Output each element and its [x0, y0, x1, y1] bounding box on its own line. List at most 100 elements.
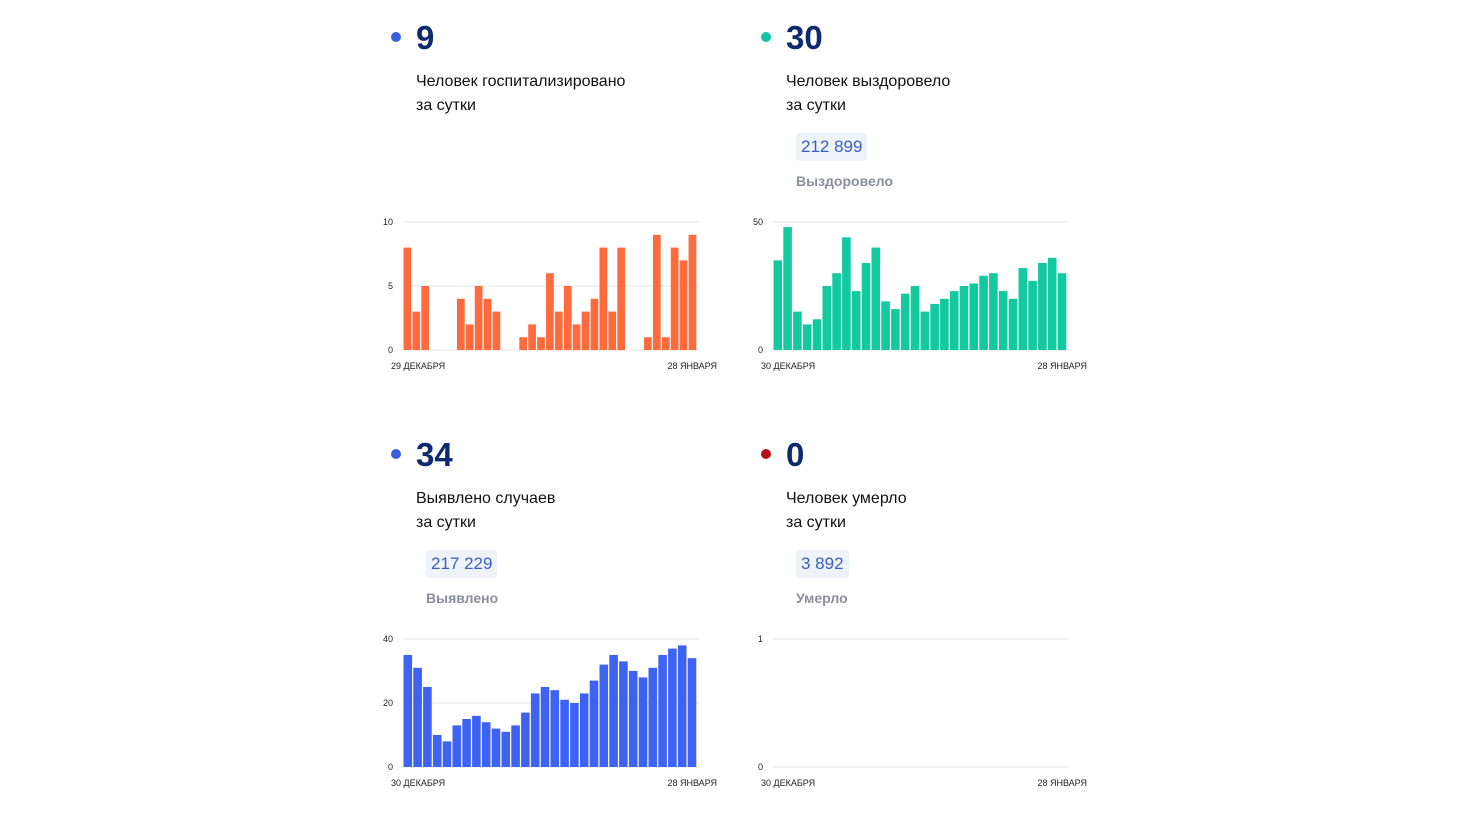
cases-total: 217 229 — [426, 550, 498, 578]
chart-bar — [1018, 268, 1028, 350]
chart-bar — [920, 311, 930, 350]
x-start-label: 30 ДЕКАБРЯ — [761, 361, 815, 371]
chart-bar — [1028, 280, 1037, 350]
chart-bar — [609, 655, 618, 767]
recovered-total-label: Выздоровело — [796, 173, 894, 189]
chart-bar — [474, 286, 483, 350]
chart-bar — [481, 722, 491, 767]
chart-bar — [452, 725, 462, 767]
chart-bar — [1008, 298, 1018, 350]
x-end-label: 28 ЯНВАРЯ — [667, 778, 717, 788]
chart-bar — [802, 324, 812, 350]
chart-bar — [822, 286, 832, 350]
y-tick-label: 0 — [388, 762, 393, 772]
chart-bar — [842, 237, 851, 350]
chart-bar — [403, 655, 413, 767]
chart-bar — [599, 664, 609, 767]
chart-bar — [501, 731, 511, 767]
cases-chart: 0 20 40 30 ДЕКАБРЯ 28 ЯНВАРЯ — [383, 634, 717, 788]
status-dot-icon — [761, 449, 771, 459]
chart-bar — [537, 337, 545, 350]
recovered-panel: 30 Человек выздоровело за сутки 212 899 … — [753, 14, 1095, 404]
cases-label: Выявлено случаев за сутки — [416, 490, 556, 531]
chart-bar — [1047, 257, 1057, 350]
hospitalized-count: 9 — [416, 19, 435, 56]
chart-bar — [687, 658, 697, 767]
hospitalized-label: Человек госпитализировано за сутки — [416, 73, 626, 114]
chart-bar — [442, 741, 452, 767]
y-tick-label: 50 — [753, 217, 763, 227]
deaths-total-label: Умерло — [796, 590, 848, 606]
chart-bar — [670, 247, 679, 350]
chart-bar — [628, 671, 638, 767]
chart-bar — [969, 283, 979, 350]
deaths-count: 0 — [786, 436, 805, 473]
y-tick-label: 0 — [758, 762, 763, 772]
chart-bar — [652, 234, 661, 350]
x-start-label: 29 ДЕКАБРЯ — [391, 361, 445, 371]
chart-bar — [465, 324, 474, 350]
chart-bar — [472, 715, 481, 767]
chart-bar — [998, 291, 1008, 350]
y-tick-label: 0 — [758, 345, 763, 355]
chart-bar — [871, 247, 881, 350]
chart-bar — [563, 286, 572, 350]
chart-bar — [679, 260, 688, 350]
chart-bar — [832, 273, 841, 350]
chart-bar — [881, 301, 890, 350]
deaths-total: 3 892 — [796, 550, 849, 578]
chart-bar — [861, 262, 871, 350]
chart-bar — [1038, 262, 1047, 350]
chart-bar — [554, 311, 563, 350]
chart-bar — [891, 309, 900, 350]
cases-total-label: Выявлено — [426, 590, 499, 606]
chart-bar — [599, 247, 608, 350]
chart-bar — [572, 324, 581, 350]
chart-bar — [590, 298, 599, 350]
chart-bar — [989, 273, 998, 350]
chart-bar — [560, 699, 569, 767]
chart-bar — [570, 703, 579, 767]
chart-bar — [658, 655, 667, 767]
chart-bar — [540, 687, 550, 767]
chart-bar — [579, 693, 589, 767]
chart-bar — [412, 311, 421, 350]
chart-bar — [462, 719, 471, 767]
x-start-label: 30 ДЕКАБРЯ — [391, 778, 445, 788]
chart-bar — [608, 311, 617, 350]
status-dot-icon — [391, 449, 401, 459]
chart-bar — [900, 293, 910, 350]
chart-bar — [528, 324, 536, 350]
chart-bar — [644, 337, 652, 350]
status-dot-icon — [761, 32, 771, 42]
chart-bar — [949, 291, 959, 350]
chart-bar — [546, 273, 554, 350]
chart-bar — [456, 298, 465, 350]
chart-bar — [423, 687, 432, 767]
chart-bar — [519, 337, 528, 350]
chart-bar — [940, 298, 949, 350]
chart-bar — [1057, 273, 1067, 350]
chart-bar — [851, 291, 861, 350]
recovered-total: 212 899 — [796, 133, 868, 161]
chart-bar — [661, 337, 670, 350]
chart-bar — [677, 645, 687, 767]
chart-bar — [421, 286, 430, 350]
y-tick-label: 10 — [383, 217, 393, 227]
deaths-label: Человек умерло за сутки — [786, 490, 907, 531]
chart-bar — [979, 275, 988, 350]
recovered-chart: 0 50 30 ДЕКАБРЯ 28 ЯНВАРЯ — [753, 217, 1087, 371]
y-tick-label: 5 — [388, 281, 393, 291]
y-tick-label: 0 — [388, 345, 393, 355]
chart-bar — [668, 648, 677, 767]
cases-panel: 34 Выявлено случаев за сутки 217 229 Выя… — [383, 431, 725, 821]
chart-bar — [617, 247, 626, 350]
x-end-label: 28 ЯНВАРЯ — [1037, 361, 1087, 371]
chart-bar — [581, 311, 590, 350]
chart-bar — [773, 260, 783, 350]
chart-bar — [793, 311, 802, 350]
chart-bar — [432, 735, 442, 767]
chart-bar — [403, 247, 412, 350]
chart-bar — [550, 690, 560, 767]
chart-bar — [638, 677, 648, 767]
